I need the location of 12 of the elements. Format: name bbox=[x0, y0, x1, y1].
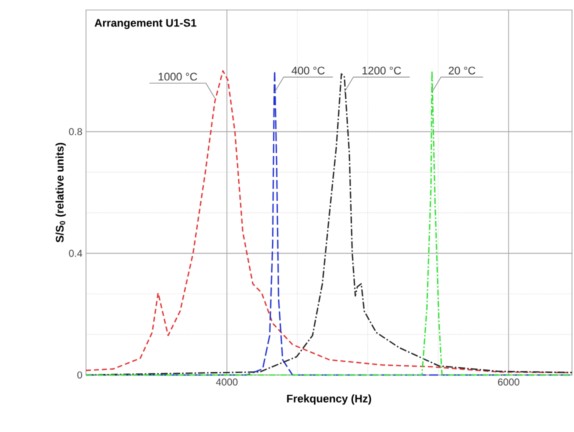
x-tick-label: 6000 bbox=[498, 378, 520, 386]
x-axis-title: Frekquency (Hz) bbox=[287, 394, 372, 405]
annotation: 1200 °C bbox=[362, 66, 401, 74]
y-tick-label: 0 bbox=[77, 371, 82, 379]
y-tick-label: 0.4 bbox=[69, 250, 82, 257]
y-tick-label: 0.8 bbox=[69, 128, 82, 136]
y-axis-title: S/S$_{0}$ (relative units) bbox=[56, 142, 66, 242]
x-tick-label: 4000 bbox=[216, 378, 238, 386]
annotation: 20 °C bbox=[448, 66, 476, 74]
text: Arrangement U1-S1 bbox=[94, 19, 196, 29]
annotation: 1000 °C bbox=[158, 72, 198, 81]
annotation: 400 °C bbox=[292, 66, 325, 74]
